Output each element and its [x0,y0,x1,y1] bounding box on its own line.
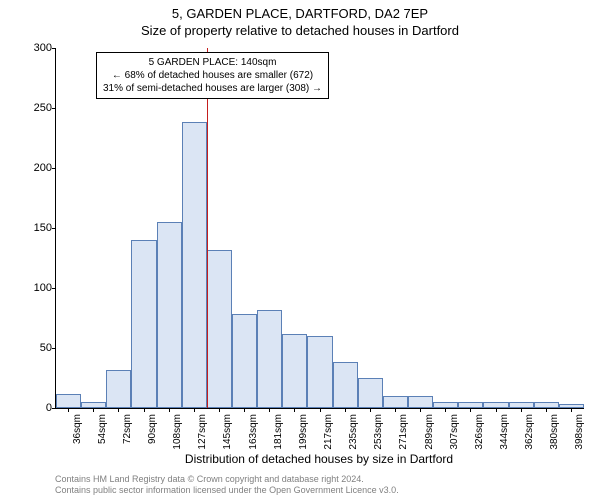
x-tick-mark [219,408,220,412]
y-tick-mark [52,288,56,289]
footer-line2: Contains public sector information licen… [55,485,583,496]
bar [408,396,433,408]
y-tick-label: 300 [18,42,52,54]
y-tick-mark [52,408,56,409]
x-tick-mark [345,408,346,412]
bar [333,362,358,408]
bar [383,396,408,408]
x-tick-mark [144,408,145,412]
x-tick-mark [244,408,245,412]
bar [257,310,282,408]
y-tick-mark [52,168,56,169]
bar [207,250,232,408]
y-tick-mark [52,48,56,49]
annotation-line3: 31% of semi-detached houses are larger (… [103,82,322,95]
y-tick-mark [52,108,56,109]
chart-plot-area: 5 GARDEN PLACE: 140sqm ← 68% of detached… [55,48,584,409]
y-tick-label: 0 [18,402,52,414]
x-tick-mark [269,408,270,412]
y-tick-label: 250 [18,102,52,114]
x-tick-mark [93,408,94,412]
annotation-box: 5 GARDEN PLACE: 140sqm ← 68% of detached… [96,52,329,99]
annotation-line1: 5 GARDEN PLACE: 140sqm [103,56,322,69]
x-tick-mark [395,408,396,412]
title-subtitle: Size of property relative to detached ho… [0,23,600,38]
x-axis-label: Distribution of detached houses by size … [55,452,583,466]
bar [131,240,156,408]
x-tick-mark [169,408,170,412]
title-address: 5, GARDEN PLACE, DARTFORD, DA2 7EP [0,6,600,21]
y-tick-label: 150 [18,222,52,234]
y-tick-label: 50 [18,342,52,354]
y-tick-mark [52,228,56,229]
x-tick-mark [521,408,522,412]
bar [157,222,182,408]
bar [307,336,332,408]
y-tick-label: 100 [18,282,52,294]
bar [182,122,207,408]
x-tick-mark [571,408,572,412]
x-tick-mark [294,408,295,412]
bar [358,378,383,408]
y-tick-mark [52,348,56,349]
reference-line [207,48,208,408]
bar [232,314,257,408]
x-tick-mark [194,408,195,412]
x-tick-mark [68,408,69,412]
x-tick-mark [496,408,497,412]
x-tick-mark [470,408,471,412]
x-tick-mark [420,408,421,412]
y-tick-label: 200 [18,162,52,174]
x-tick-mark [320,408,321,412]
bar [106,370,131,408]
x-tick-mark [370,408,371,412]
x-tick-mark [118,408,119,412]
footer-line1: Contains HM Land Registry data © Crown c… [55,474,583,485]
footer-attribution: Contains HM Land Registry data © Crown c… [55,474,583,496]
x-tick-mark [546,408,547,412]
annotation-line2: ← 68% of detached houses are smaller (67… [103,69,322,82]
x-tick-mark [445,408,446,412]
bar [282,334,307,408]
bar [56,394,81,408]
bars-container [56,48,584,408]
